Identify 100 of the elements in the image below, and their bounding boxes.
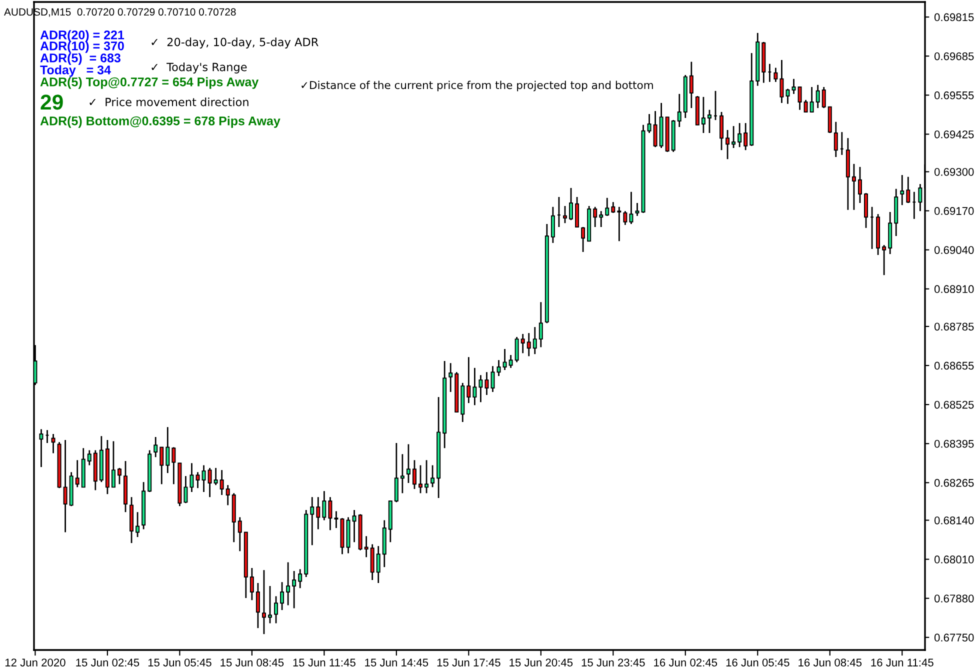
candlestick (352, 509, 356, 543)
candlestick (202, 464, 206, 493)
candlestick (526, 332, 531, 357)
y-tick-label: 0.69300 (934, 168, 974, 176)
candlestick (196, 471, 200, 489)
y-tick-label: 0.68655 (934, 362, 974, 370)
x-tick-label: 15 Jun 17:45 (437, 658, 500, 666)
candlestick (605, 197, 610, 217)
y-tick-label: 0.68140 (934, 516, 974, 524)
candlestick (864, 192, 868, 229)
candlestick (412, 459, 416, 490)
candlestick (707, 109, 712, 134)
annotation: 29 (40, 94, 63, 110)
y-tick-label: 0.67880 (934, 594, 974, 602)
x-tick-label: 16 Jun 11:45 (871, 658, 934, 666)
candlestick (394, 442, 398, 503)
candlestick (508, 354, 513, 369)
candlestick (334, 510, 338, 529)
candlestick (75, 459, 80, 488)
candlestick (520, 333, 525, 354)
candlestick (238, 516, 242, 552)
annotation: ✓Distance of the current price from the projected top and bottom (302, 80, 653, 92)
x-tick-label: 12 Jun 2020 (5, 658, 66, 666)
candlestick (63, 439, 68, 533)
candlestick (292, 570, 296, 609)
candlestick (514, 336, 519, 363)
candlestick (39, 428, 44, 468)
y-tick-label: 0.67750 (934, 634, 974, 642)
candlestick (214, 467, 218, 486)
candlestick (732, 125, 736, 149)
candlestick (406, 444, 410, 484)
candlestick (906, 176, 910, 204)
x-tick-label: 16 Jun 08:45 (798, 658, 862, 666)
candlestick (726, 129, 730, 160)
candlestick (310, 496, 314, 546)
candlestick (720, 111, 724, 151)
candlestick (322, 490, 326, 521)
x-tick-label: 15 Jun 20:45 (510, 658, 573, 666)
y-tick-label: 0.68010 (934, 556, 974, 564)
y-tick-label: 0.68910 (934, 285, 974, 294)
candlestick (172, 446, 176, 485)
candlestick (774, 67, 778, 83)
candlestick (184, 475, 188, 504)
candlestick (376, 545, 380, 584)
candlestick (478, 374, 483, 403)
y-tick-label: 0.68395 (934, 440, 974, 448)
candlestick (448, 362, 453, 393)
candlestick (118, 467, 122, 485)
candlestick (629, 191, 634, 225)
x-tick-label: 16 Jun 05:45 (726, 658, 790, 666)
candlestick (286, 562, 290, 606)
y-tick-label: 0.69425 (934, 130, 974, 138)
x-tick-label: 16 Jun 02:45 (654, 658, 718, 666)
candlestick (900, 174, 904, 206)
y-tick-label: 0.69685 (934, 52, 974, 60)
candlestick (400, 453, 404, 494)
candlestick (532, 326, 537, 355)
candlestick (834, 121, 838, 158)
candlestick (858, 166, 862, 204)
candlestick (274, 596, 278, 624)
candlestick (51, 433, 56, 454)
candlestick (424, 459, 429, 494)
annotation: ✓ Today's Range (152, 62, 247, 74)
y-tick-label: 0.68785 (934, 322, 974, 331)
candlestick (364, 535, 368, 558)
candlestick (822, 86, 826, 109)
candlestick (430, 464, 435, 488)
candlestick (166, 426, 170, 474)
x-tick-label: 15 Jun 23:45 (582, 658, 645, 666)
candlestick (810, 86, 814, 113)
candlestick (647, 113, 652, 134)
candlestick (268, 585, 272, 624)
x-tick-label: 15 Jun 05:45 (148, 658, 212, 666)
y-tick-label: 0.69170 (934, 207, 974, 215)
candlestick (250, 567, 254, 601)
candlestick (701, 96, 706, 134)
candlestick (502, 348, 507, 371)
candlestick (154, 436, 158, 458)
candlestick (490, 365, 495, 393)
candlestick (738, 122, 742, 148)
x-tick-label: 15 Jun 11:45 (293, 658, 356, 666)
y-tick-label: 0.69555 (934, 91, 974, 100)
candlestick (786, 88, 790, 105)
candlestick (918, 183, 922, 212)
candlestick (136, 511, 140, 538)
annotation: ADR(5) Top@0.7727 = 654 Pips Away (40, 77, 259, 89)
candlestick (677, 93, 682, 128)
candlestick (190, 462, 194, 493)
annotation: ADR(10) = 370 (40, 41, 124, 53)
candlestick (798, 86, 802, 111)
annotation: ADR(5) Bottom@0.6395 = 678 Pips Away (40, 116, 280, 128)
candlestick (623, 210, 628, 226)
candlestick (581, 226, 586, 253)
candlestick (611, 201, 616, 214)
candlestick (635, 202, 640, 217)
x-tick-label: 15 Jun 02:45 (76, 658, 140, 666)
candlestick (538, 301, 543, 348)
candlestick (466, 356, 471, 404)
annotation: Today = 34 (40, 65, 111, 77)
candlestick (563, 205, 567, 224)
